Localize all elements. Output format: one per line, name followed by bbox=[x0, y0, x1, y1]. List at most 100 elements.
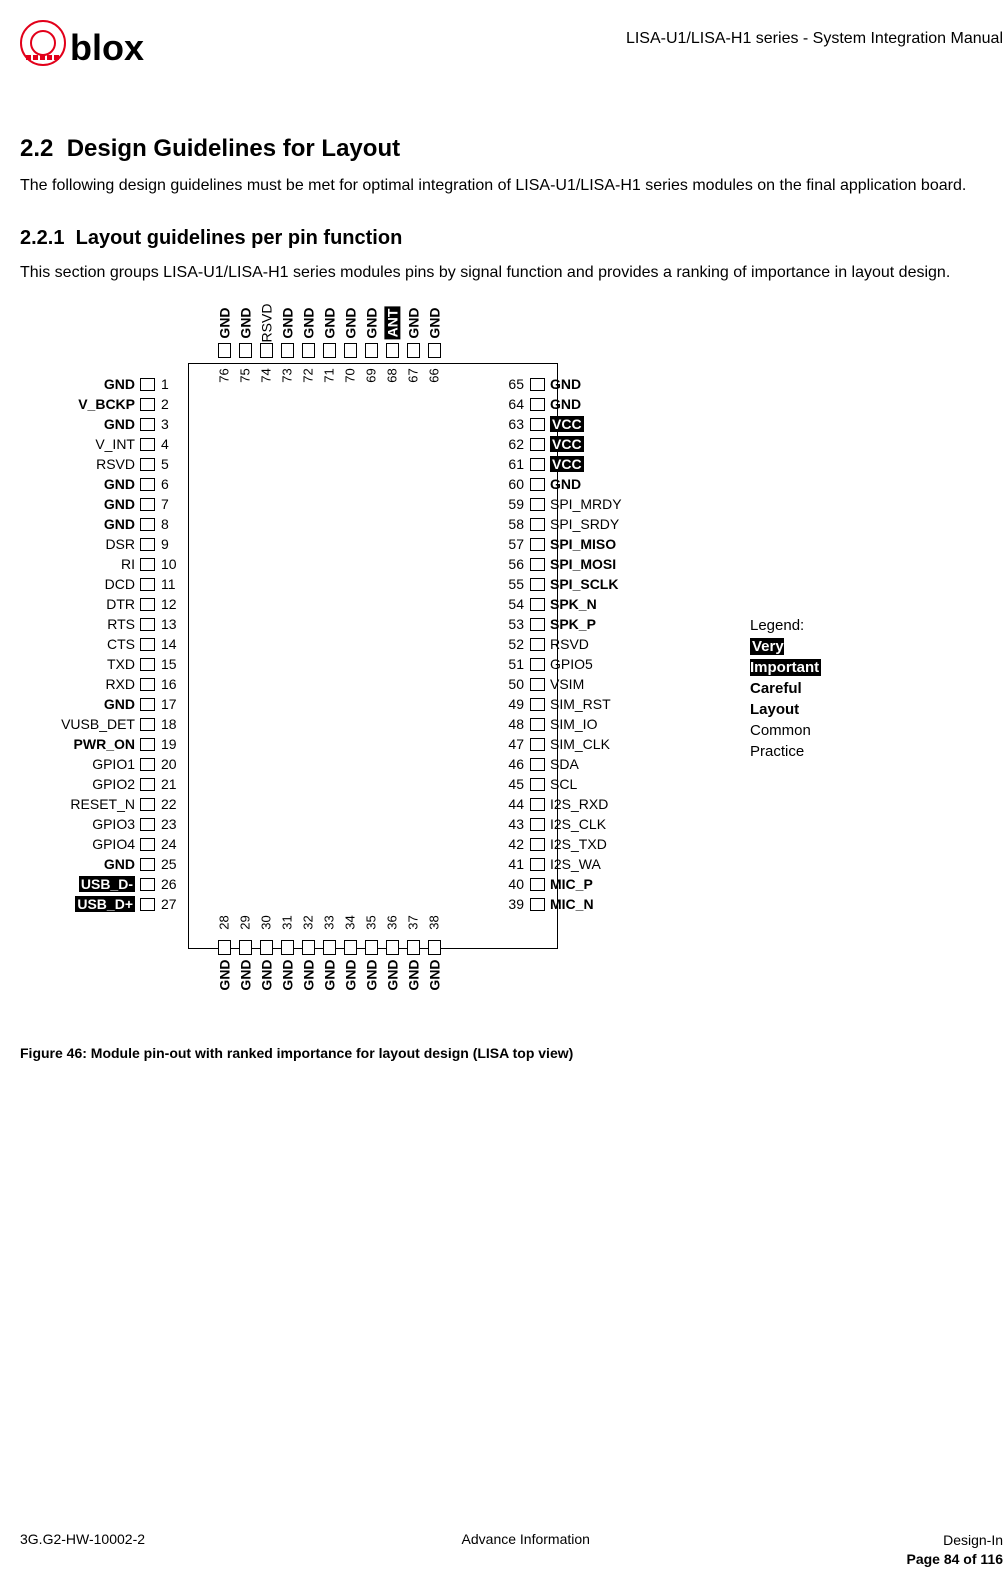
pin-label: GPIO3 bbox=[50, 816, 140, 832]
pin-pad-icon bbox=[260, 940, 273, 955]
pin-pad-icon bbox=[530, 398, 545, 411]
pin-number: 17 bbox=[155, 696, 181, 712]
pin-label: I2S_RXD bbox=[545, 796, 655, 812]
pin-number: 59 bbox=[504, 496, 530, 512]
pin-label: GND bbox=[50, 376, 140, 392]
pin-label: RI bbox=[50, 556, 140, 572]
footer-right: Design-In Page 84 of 116 bbox=[906, 1531, 1003, 1570]
pin-label: V_INT bbox=[50, 436, 140, 452]
pin-pad-icon bbox=[140, 478, 155, 491]
pin-number: 8 bbox=[155, 516, 181, 532]
pin-number: 15 bbox=[155, 656, 181, 672]
pin-number: 47 bbox=[504, 736, 530, 752]
pin-label: GPIO4 bbox=[50, 836, 140, 852]
pin-label: SPI_SCLK bbox=[545, 576, 655, 592]
pin-number: 73 bbox=[280, 368, 295, 382]
legend-careful: Careful Layout bbox=[750, 680, 802, 718]
pin-pad-icon bbox=[530, 858, 545, 871]
pin-pad-icon bbox=[281, 343, 294, 358]
pin-label: SPI_MISO bbox=[545, 536, 655, 552]
pin-pad-icon bbox=[530, 458, 545, 471]
pin-number: 7 bbox=[155, 496, 181, 512]
logo-icon bbox=[20, 20, 66, 75]
pin-pad-icon bbox=[530, 678, 545, 691]
pin-number: 35 bbox=[364, 915, 379, 929]
pin-13: RTS13 bbox=[50, 615, 181, 634]
pin-47: 47SIM_CLK bbox=[504, 735, 655, 754]
pin-pad-icon bbox=[140, 858, 155, 871]
pin-pad-icon bbox=[386, 940, 399, 955]
pin-label: GND bbox=[415, 959, 455, 990]
logo: blox bbox=[20, 20, 144, 75]
pin-number: 27 bbox=[155, 896, 181, 912]
pin-pad-icon bbox=[140, 378, 155, 391]
pin-label: GND bbox=[415, 307, 455, 338]
footer-right1: Design-In bbox=[906, 1531, 1003, 1551]
pin-65: 65GND bbox=[504, 375, 655, 394]
pin-48: 48SIM_IO bbox=[504, 715, 655, 734]
pin-number: 50 bbox=[504, 676, 530, 692]
pin-label: SDA bbox=[545, 756, 655, 772]
pin-43: 43I2S_CLK bbox=[504, 815, 655, 834]
footer-center: Advance Information bbox=[145, 1531, 906, 1570]
pin-pad-icon bbox=[140, 638, 155, 651]
legend-common: Common Practice bbox=[750, 720, 821, 762]
pin-number: 67 bbox=[406, 368, 421, 382]
pin-pad-icon bbox=[530, 758, 545, 771]
pin-label: VCC bbox=[545, 456, 655, 472]
pin-pad-icon bbox=[530, 718, 545, 731]
subsection-body: This section groups LISA-U1/LISA-H1 seri… bbox=[20, 262, 1003, 284]
pin-number: 22 bbox=[155, 796, 181, 812]
pin-number: 19 bbox=[155, 736, 181, 752]
pin-label: GND bbox=[50, 496, 140, 512]
pin-11: DCD11 bbox=[50, 575, 181, 594]
pin-number: 43 bbox=[504, 816, 530, 832]
pin-15: TXD 15 bbox=[50, 655, 181, 674]
pin-39: 39MIC_N bbox=[504, 895, 655, 914]
pin-number: 68 bbox=[385, 368, 400, 382]
pin-pad-icon bbox=[323, 940, 336, 955]
pin-label: I2S_WA bbox=[545, 856, 655, 872]
pin-23: GPIO323 bbox=[50, 815, 181, 834]
pin-number: 69 bbox=[364, 368, 379, 382]
subsection-title: Layout guidelines per pin function bbox=[76, 227, 403, 249]
pin-60: 60GND bbox=[504, 475, 655, 494]
pin-number: 26 bbox=[155, 876, 181, 892]
pin-66: GND66 bbox=[425, 303, 444, 383]
pin-pad-icon bbox=[530, 638, 545, 651]
pin-label: TXD bbox=[50, 656, 140, 672]
pin-label: USB_D- bbox=[50, 876, 140, 892]
legend-title: Legend: bbox=[750, 615, 821, 636]
pin-46: 46SDA bbox=[504, 755, 655, 774]
pin-number: 32 bbox=[301, 915, 316, 929]
pin-pad-icon bbox=[140, 438, 155, 451]
pin-pad-icon bbox=[365, 343, 378, 358]
pin-56: 56SPI_MOSI bbox=[504, 555, 655, 574]
pin-number: 20 bbox=[155, 756, 181, 772]
pin-19: PWR_ON19 bbox=[50, 735, 181, 754]
pin-38: 38GND bbox=[425, 915, 444, 995]
pin-label: DSR bbox=[50, 536, 140, 552]
pin-number: 5 bbox=[155, 456, 181, 472]
pin-59: 59SPI_MRDY bbox=[504, 495, 655, 514]
pin-number: 49 bbox=[504, 696, 530, 712]
pin-7: GND 7 bbox=[50, 495, 181, 514]
pin-pad-icon bbox=[140, 898, 155, 911]
pin-label: GPIO5 bbox=[545, 656, 655, 672]
pin-label: GND bbox=[50, 516, 140, 532]
pin-number: 75 bbox=[238, 368, 253, 382]
pin-number: 41 bbox=[504, 856, 530, 872]
subsection-heading: 2.2.1 Layout guidelines per pin function bbox=[20, 227, 1003, 250]
pin-number: 9 bbox=[155, 536, 181, 552]
section-title: Design Guidelines for Layout bbox=[67, 135, 400, 162]
pin-51: 51GPIO5 bbox=[504, 655, 655, 674]
pin-label: RXD bbox=[50, 676, 140, 692]
pin-21: GPIO221 bbox=[50, 775, 181, 794]
pinout-diagram: GND1V_BCKP2GND3V_INT4RSVD5GND6GND7GND8DS… bbox=[50, 315, 750, 1015]
pin-58: 58SPI_SRDY bbox=[504, 515, 655, 534]
pin-pad-icon bbox=[140, 418, 155, 431]
pin-pad-icon bbox=[239, 343, 252, 358]
pin-12: DTR12 bbox=[50, 595, 181, 614]
pin-number: 65 bbox=[504, 376, 530, 392]
pin-label: RSVD bbox=[50, 456, 140, 472]
